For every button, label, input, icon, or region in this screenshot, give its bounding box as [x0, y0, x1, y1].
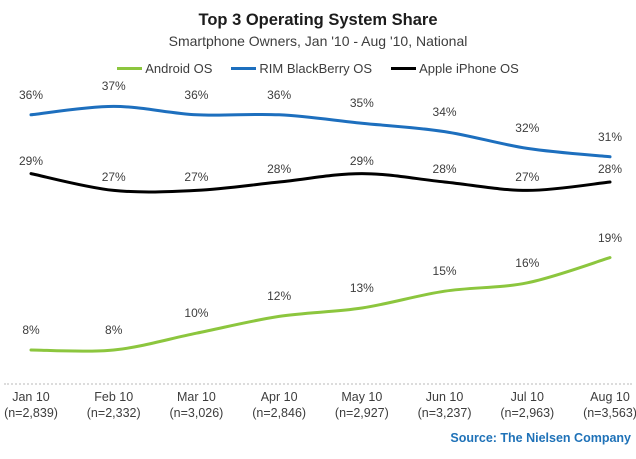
x-tick-sample-size: (n=2,332) [86, 406, 141, 420]
legend-label-android: Android OS [145, 61, 213, 76]
x-axis: Jan 10 (n=2,839) Feb 10 (n=2,332) Mar 10 (n=3… [0, 389, 636, 429]
x-tick: Aug 10 (n=3,563) [583, 389, 636, 421]
x-tick: Feb 10 (n=2,332) [87, 389, 141, 421]
legend-label-iphone: Apple iPhone OS [419, 61, 519, 76]
legend: Android OS RIM BlackBerry OS Apple iPhon… [0, 61, 636, 76]
x-tick-month: May 10 [341, 390, 383, 404]
x-tick: Jun 10 (n=3,237) [418, 389, 472, 421]
x-tick-sample-size: (n=3,026) [169, 406, 224, 420]
x-tick-sample-size: (n=2,839) [4, 406, 58, 420]
x-tick-sample-size: (n=3,237) [417, 406, 472, 420]
series-line-apple-iphone-os [29, 172, 612, 194]
legend-label-blackberry: RIM BlackBerry OS [259, 61, 373, 76]
x-tick: May 10 (n=2,927) [335, 389, 389, 421]
legend-item-iphone: Apple iPhone OS [391, 61, 519, 76]
x-tick: Jul 10 (n=2,963) [500, 389, 554, 421]
x-axis-divider [4, 383, 632, 385]
x-tick-month: Jul 10 [510, 390, 544, 404]
x-tick: Apr 10 (n=2,846) [252, 389, 306, 421]
source-credit: Source: The Nielsen Company [450, 431, 631, 445]
series-line-rim-blackberry-os [29, 104, 612, 159]
x-tick-sample-size: (n=2,963) [500, 406, 555, 420]
legend-line-swatch-android [117, 67, 143, 70]
legend-item-android: Android OS [117, 61, 212, 76]
x-tick: Jan 10 (n=2,839) [4, 389, 58, 421]
legend-line-swatch-iphone [391, 67, 417, 70]
chart-subtitle: Smartphone Owners, Jan '10 - Aug '10, Na… [168, 33, 468, 49]
x-tick-month: Jun 10 [425, 390, 464, 404]
x-tick-sample-size: (n=3,563) [583, 406, 636, 420]
x-tick-month: Aug 10 [590, 390, 630, 404]
x-tick-month: Jan 10 [12, 390, 50, 404]
legend-line-swatch-blackberry [231, 67, 257, 70]
chart-title: Top 3 Operating System Share [198, 11, 438, 29]
x-tick-month: Feb 10 [94, 390, 134, 404]
series-line-android-os [29, 256, 612, 353]
legend-item-blackberry: RIM BlackBerry OS [231, 61, 372, 76]
x-tick-month: Mar 10 [176, 390, 216, 404]
x-tick-sample-size: (n=2,927) [334, 406, 389, 420]
x-tick-sample-size: (n=2,846) [252, 406, 307, 420]
x-tick: Mar 10 (n=3,026) [169, 389, 223, 421]
x-tick-month: Apr 10 [260, 390, 298, 404]
